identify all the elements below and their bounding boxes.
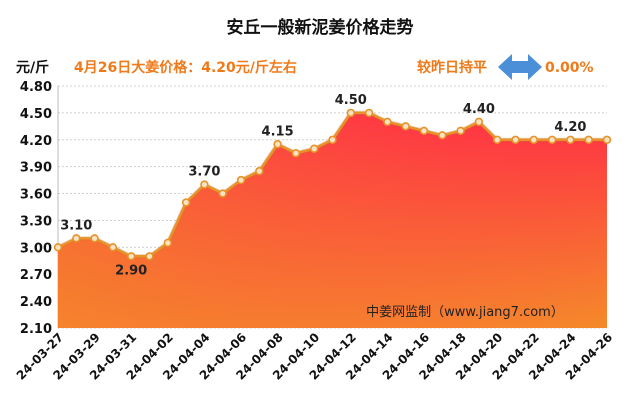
area-fill (58, 112, 607, 328)
data-label: 4.40 (463, 102, 495, 117)
area-shade (58, 112, 607, 328)
data-labels: 3.10 2.90 3.70 4.15 4.50 4.40 4.20 (60, 93, 586, 278)
data-point (346, 108, 355, 118)
data-point (181, 198, 191, 207)
data-point (218, 189, 227, 198)
watermark: 中姜网监制（www.jiang7.com） (366, 305, 564, 320)
data-point (602, 135, 612, 144)
data-point (291, 149, 301, 158)
change-value: 0.00% (545, 60, 594, 76)
y-tick-label: 2.40 (20, 295, 52, 310)
data-point (419, 126, 429, 136)
y-tick-label: 3.90 (20, 161, 52, 176)
data-point (401, 122, 410, 131)
data-point (200, 180, 209, 189)
data-point (584, 135, 593, 144)
data-label: 4.15 (262, 124, 294, 139)
double-arrow-icon (498, 54, 542, 80)
y-tick-label: 2.70 (20, 268, 52, 283)
data-point (364, 108, 374, 118)
data-point (108, 243, 118, 252)
y-tick-label: 3.00 (20, 241, 52, 256)
data-label: 3.70 (188, 165, 220, 180)
data-label: 3.10 (60, 218, 92, 233)
x-tick-labels: 24-03-2724-03-2924-03-3124-04-0224-04-04… (14, 330, 615, 382)
data-label: 2.90 (115, 263, 147, 278)
data-point (53, 243, 63, 252)
data-point (145, 252, 154, 261)
data-point (236, 175, 246, 185)
data-point (566, 135, 575, 144)
data-point (547, 135, 557, 144)
data-point (383, 117, 392, 127)
chart-subtitle: 4月26日大姜价格：4.20元/斤左右 (74, 59, 297, 76)
data-point (90, 234, 99, 243)
data-point (493, 135, 502, 144)
data-point (72, 234, 81, 243)
data-point (529, 135, 538, 144)
data-point (456, 126, 465, 136)
data-point (126, 252, 136, 261)
y-tick-label: 3.30 (20, 214, 52, 229)
data-point (511, 135, 520, 144)
y-tick-label: 4.80 (20, 80, 52, 95)
data-points (53, 108, 612, 261)
data-point (328, 135, 337, 144)
y-tick-label: 2.10 (20, 322, 52, 337)
y-axis-unit: 元/斤 (16, 59, 49, 76)
data-label: 4.50 (335, 93, 367, 108)
chart-title: 安丘一般新泥姜价格走势 (227, 17, 414, 38)
data-point (438, 131, 447, 140)
data-point (273, 140, 282, 149)
data-point (474, 117, 484, 127)
data-point (310, 144, 319, 153)
data-label: 4.20 (554, 120, 586, 135)
data-point (255, 166, 264, 176)
y-tick-label: 4.50 (20, 107, 52, 122)
data-point (163, 238, 173, 248)
change-label: 较昨日持平 (417, 59, 487, 76)
y-tick-label: 4.20 (20, 134, 52, 149)
y-tick-label: 3.60 (20, 188, 52, 203)
y-tick-labels: 4.80 4.50 4.20 3.90 3.60 3.30 3.00 2.70 2.40 2.10 (20, 80, 52, 337)
